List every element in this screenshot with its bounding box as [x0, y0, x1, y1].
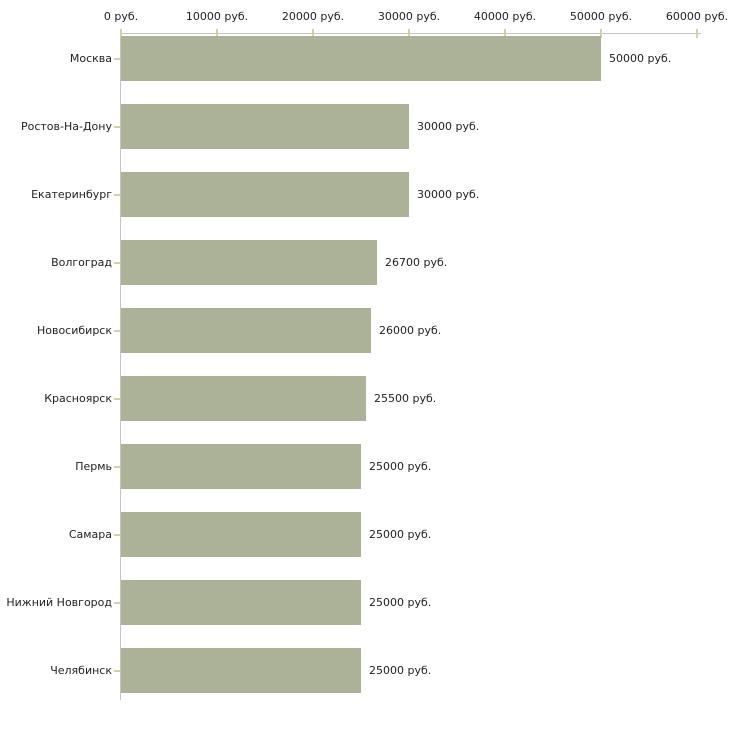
value-label: 26000 руб.: [379, 324, 442, 337]
category-label: Красноярск: [44, 392, 112, 405]
bar: [121, 36, 601, 81]
x-axis-tick-label: 10000 руб.: [185, 10, 249, 23]
bar: [121, 376, 366, 421]
x-axis-tick-mark: [600, 29, 602, 38]
value-label: 25000 руб.: [369, 460, 432, 473]
category-label: Самара: [68, 528, 112, 541]
value-label: 25500 руб.: [374, 392, 437, 405]
y-axis-tick-mark: [114, 194, 120, 196]
bar: [121, 104, 409, 149]
x-axis-tick-label: 30000 руб.: [377, 10, 441, 23]
x-axis-line: [121, 33, 701, 34]
bar: [121, 240, 377, 285]
x-axis-tick-mark: [696, 29, 698, 38]
value-label: 25000 руб.: [369, 528, 432, 541]
bar: [121, 172, 409, 217]
bar: [121, 580, 361, 625]
value-label: 30000 руб.: [417, 188, 480, 201]
y-axis-line: [120, 33, 121, 700]
y-axis-tick-mark: [114, 126, 120, 128]
x-axis-tick-label: 40000 руб.: [473, 10, 537, 23]
value-label: 26700 руб.: [385, 256, 448, 269]
x-axis-tick-label: 50000 руб.: [569, 10, 633, 23]
category-label: Пермь: [75, 460, 112, 473]
value-label: 25000 руб.: [369, 596, 432, 609]
x-axis-tick-label: 0 руб.: [103, 10, 139, 23]
y-axis-tick-mark: [114, 330, 120, 332]
value-label: 30000 руб.: [417, 120, 480, 133]
category-label: Ростов-На-Дону: [20, 120, 112, 133]
y-axis-tick-mark: [114, 602, 120, 604]
x-axis-tick-mark: [120, 29, 122, 38]
value-label: 25000 руб.: [369, 664, 432, 677]
value-label: 50000 руб.: [609, 52, 672, 65]
x-axis-tick-mark: [312, 29, 314, 38]
category-label: Волгоград: [51, 256, 112, 269]
x-axis-tick-mark: [408, 29, 410, 38]
x-axis-tick-mark: [216, 29, 218, 38]
category-label: Нижний Новгород: [6, 596, 112, 609]
y-axis-tick-mark: [114, 534, 120, 536]
category-label: Новосибирск: [36, 324, 112, 337]
bar: [121, 444, 361, 489]
category-label: Екатеринбург: [31, 188, 112, 201]
y-axis-tick-mark: [114, 398, 120, 400]
category-label: Москва: [69, 52, 112, 65]
y-axis-tick-mark: [114, 670, 120, 672]
x-axis-tick-label: 20000 руб.: [281, 10, 345, 23]
category-label: Челябинск: [50, 664, 112, 677]
x-axis-tick-label: 60000 руб.: [665, 10, 729, 23]
y-axis-tick-mark: [114, 58, 120, 60]
bar: [121, 308, 371, 353]
y-axis-tick-mark: [114, 262, 120, 264]
bar: [121, 512, 361, 557]
x-axis-tick-mark: [504, 29, 506, 38]
bar: [121, 648, 361, 693]
y-axis-tick-mark: [114, 466, 120, 468]
